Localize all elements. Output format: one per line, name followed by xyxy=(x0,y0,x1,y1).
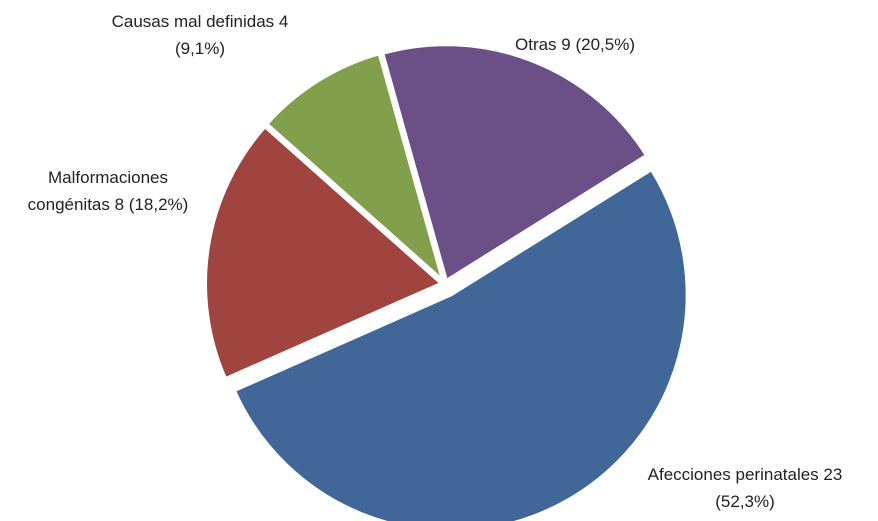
value-label: 4 (9,1%) xyxy=(174,12,289,58)
category-label: Causas mal definidas xyxy=(111,12,275,31)
pie-slice xyxy=(380,42,650,284)
slice-label: Causas mal definidas 4 (9,1%) xyxy=(105,8,295,62)
value-label: 8 (18,2%) xyxy=(114,195,189,214)
slice-label: Malformaciones congénitas 8 (18,2%) xyxy=(8,164,208,218)
pie-slice xyxy=(203,124,445,382)
category-label: Malformaciones congénitas xyxy=(27,168,168,214)
value-label: 23 (52,3%) xyxy=(715,465,843,511)
slice-label: Otras 9 (20,5%) xyxy=(480,31,670,58)
category-label: Afecciones perinatales xyxy=(647,465,819,484)
value-label: 9 (20,5%) xyxy=(561,35,635,54)
pie-slice xyxy=(264,51,446,284)
category-label: Otras xyxy=(515,35,557,54)
slice-label: Afecciones perinatales 23 (52,3%) xyxy=(620,461,870,515)
pie-slice xyxy=(231,167,690,521)
